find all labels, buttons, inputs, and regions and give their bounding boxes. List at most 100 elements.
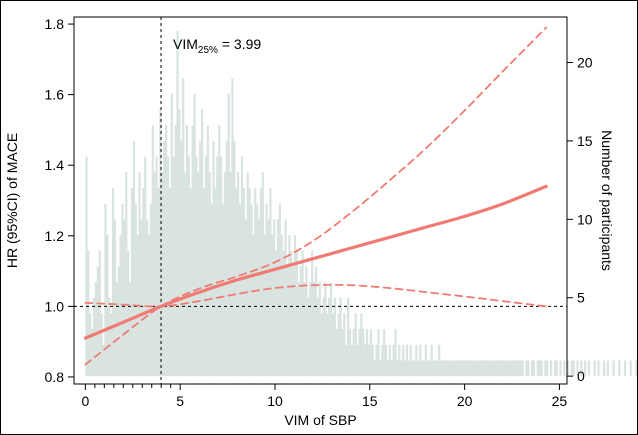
histogram-bar bbox=[462, 360, 465, 377]
histogram-bar bbox=[309, 282, 312, 377]
histogram-bar bbox=[472, 360, 475, 377]
histogram-bar bbox=[580, 360, 583, 377]
histogram-bar bbox=[623, 360, 627, 377]
histogram-bar bbox=[481, 360, 484, 377]
histogram-bar bbox=[284, 219, 287, 377]
histogram-bar bbox=[502, 360, 505, 377]
y2-tick-label: 0 bbox=[577, 368, 585, 384]
histogram-bar bbox=[329, 282, 333, 377]
histogram-bar bbox=[360, 313, 363, 377]
histogram-bar bbox=[477, 360, 481, 377]
histogram-bar bbox=[343, 313, 346, 377]
histogram-bar bbox=[128, 282, 132, 377]
histogram-bar bbox=[96, 266, 99, 377]
histogram-bar bbox=[130, 187, 134, 377]
histogram-bar bbox=[587, 360, 591, 377]
histogram-bar bbox=[271, 235, 274, 377]
histogram-bar bbox=[106, 235, 109, 377]
histogram-bar bbox=[87, 250, 90, 377]
histogram-bar bbox=[468, 360, 471, 377]
histogram-bar bbox=[460, 360, 464, 377]
histogram-bar bbox=[424, 344, 427, 377]
histogram-bar bbox=[252, 235, 255, 377]
histogram-bar bbox=[403, 360, 407, 377]
histogram-bar bbox=[159, 109, 162, 377]
histogram-bar bbox=[512, 360, 515, 377]
histogram-bar bbox=[108, 297, 111, 377]
histogram-bar bbox=[555, 360, 558, 377]
histogram-bar bbox=[593, 360, 596, 377]
histogram-bar bbox=[322, 297, 325, 377]
histogram-bar bbox=[491, 360, 494, 377]
histogram-bar bbox=[392, 344, 395, 377]
histogram-bar bbox=[489, 360, 492, 377]
histogram-bar bbox=[563, 360, 566, 377]
histogram-bar bbox=[447, 360, 450, 377]
histogram-bar bbox=[367, 344, 371, 377]
histogram-bar bbox=[276, 219, 280, 377]
histogram-bar bbox=[257, 219, 261, 377]
y2-tick-label: 15 bbox=[577, 133, 593, 149]
histogram-bar bbox=[290, 250, 293, 377]
histogram-bar bbox=[432, 360, 435, 377]
histogram-bar bbox=[371, 344, 374, 377]
histogram-bar bbox=[576, 360, 579, 377]
y-tick-label: 1.2 bbox=[45, 228, 65, 244]
histogram-bar bbox=[185, 125, 189, 377]
histogram-bar bbox=[113, 219, 117, 377]
histogram-bar bbox=[199, 140, 202, 377]
histogram-bar bbox=[411, 360, 414, 377]
histogram-bar bbox=[314, 266, 318, 377]
histogram-bar bbox=[295, 250, 299, 377]
histogram-bar bbox=[301, 250, 304, 377]
histogram-bar bbox=[426, 360, 429, 377]
histogram-bar bbox=[237, 172, 240, 377]
histogram-bar bbox=[286, 266, 289, 377]
histogram-bar bbox=[305, 266, 308, 377]
histogram-bar bbox=[312, 282, 316, 377]
histogram-bar bbox=[341, 329, 344, 377]
histogram-bar bbox=[206, 125, 209, 377]
histogram-bar bbox=[233, 140, 236, 377]
histogram-bar bbox=[536, 360, 539, 377]
histogram-bar bbox=[282, 250, 285, 377]
histogram-bar bbox=[94, 282, 98, 377]
histogram-bar bbox=[307, 297, 310, 377]
histogram-bar bbox=[466, 360, 469, 377]
histogram-bar bbox=[612, 360, 615, 377]
histogram-bar bbox=[123, 219, 126, 377]
histogram-bar bbox=[292, 266, 295, 377]
histogram-bar bbox=[635, 360, 637, 377]
histogram-bar bbox=[197, 172, 200, 377]
histogram-bar bbox=[212, 140, 215, 377]
histogram-bar bbox=[451, 360, 454, 377]
y-tick-label: 1.8 bbox=[45, 16, 65, 32]
y-tick-label: 1.0 bbox=[45, 298, 65, 314]
histogram-bar bbox=[362, 329, 365, 377]
histogram-bar bbox=[166, 156, 170, 377]
histogram-bar bbox=[189, 187, 192, 377]
histogram-bar bbox=[134, 203, 137, 377]
histogram-bar bbox=[417, 360, 420, 377]
histogram-bar bbox=[100, 313, 103, 377]
histogram-bar bbox=[364, 344, 367, 377]
histogram-bar bbox=[443, 360, 446, 377]
histogram-bar bbox=[390, 360, 393, 377]
histogram-bar bbox=[470, 360, 473, 377]
histogram-bar bbox=[597, 360, 600, 377]
histogram-bar bbox=[328, 297, 331, 377]
histogram-bar bbox=[102, 344, 105, 377]
histogram-bar bbox=[449, 360, 452, 377]
annotation-subscript: 25% bbox=[198, 45, 218, 56]
histogram-bar bbox=[195, 156, 198, 377]
histogram-bar bbox=[235, 187, 238, 377]
histogram-bar bbox=[457, 360, 460, 377]
histogram-bar bbox=[553, 360, 556, 377]
histogram-bar bbox=[165, 125, 168, 377]
histogram-bar bbox=[278, 203, 281, 377]
histogram-bar bbox=[326, 313, 329, 377]
histogram-bar bbox=[151, 125, 154, 377]
histogram-bar bbox=[521, 360, 524, 377]
histogram-bar bbox=[157, 187, 160, 377]
annotation-prefix: VIM bbox=[173, 36, 198, 52]
